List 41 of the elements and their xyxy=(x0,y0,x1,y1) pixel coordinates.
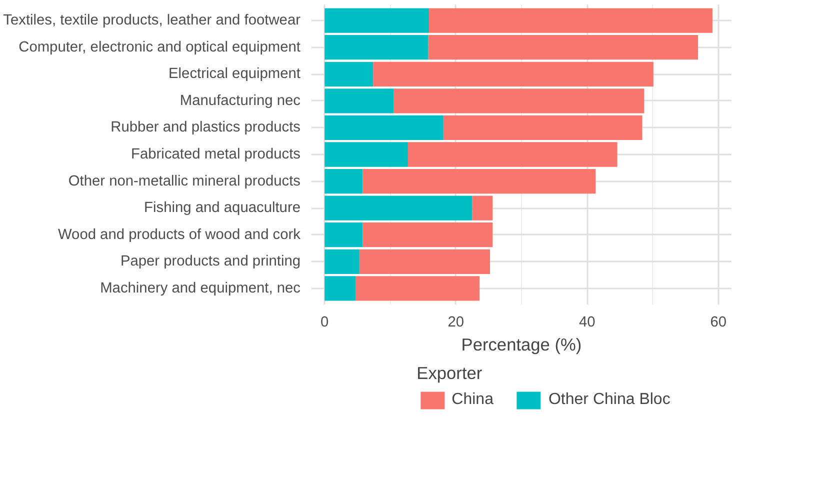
bar xyxy=(324,249,360,274)
bar xyxy=(324,88,394,114)
bar xyxy=(359,249,490,274)
bar xyxy=(324,168,363,194)
bar xyxy=(324,196,472,220)
y-tick-label: Textiles, textile products, leather and footwear xyxy=(3,12,301,29)
bar xyxy=(324,62,374,86)
bar xyxy=(362,222,493,248)
legend-label: Other China Bloc xyxy=(548,391,670,409)
bar xyxy=(443,115,642,140)
bar xyxy=(324,35,428,60)
y-tick-label: Manufacturing nec xyxy=(180,92,300,109)
bar xyxy=(324,142,408,167)
x-tick-label: 40 xyxy=(578,314,596,330)
bar xyxy=(324,222,363,248)
y-tick-label: Electrical equipment xyxy=(168,66,301,82)
y-tick-label: Paper products and printing xyxy=(120,254,300,270)
y-tick-label: Fishing and aquaculture xyxy=(144,200,301,216)
bar xyxy=(373,62,654,86)
bar xyxy=(394,88,644,114)
y-tick-label: Wood and products of wood and cork xyxy=(58,226,302,243)
y-tick-label: Fabricated metal products xyxy=(131,146,301,162)
bar xyxy=(408,142,618,167)
y-tick-label: Other non-metallic mineral products xyxy=(68,173,301,190)
bar xyxy=(362,168,596,194)
y-tick-label: Computer, electronic and optical equipment xyxy=(18,39,300,56)
bar xyxy=(472,196,493,220)
x-tick-label: 0 xyxy=(320,314,329,330)
x-tick-label: 20 xyxy=(448,314,464,330)
legend-label: China xyxy=(452,391,494,409)
bar xyxy=(428,8,712,33)
x-tick-label: 60 xyxy=(710,314,727,330)
y-tick-label: Machinery and equipment, nec xyxy=(100,280,300,296)
bar xyxy=(428,35,698,60)
bar xyxy=(355,276,480,301)
x-axis-title: Percentage (%) xyxy=(461,334,582,354)
bar xyxy=(324,8,429,33)
bar xyxy=(324,276,356,301)
y-tick-label: Rubber and plastics products xyxy=(110,120,301,136)
legend-title: Exporter xyxy=(416,363,484,384)
bar xyxy=(324,115,444,140)
